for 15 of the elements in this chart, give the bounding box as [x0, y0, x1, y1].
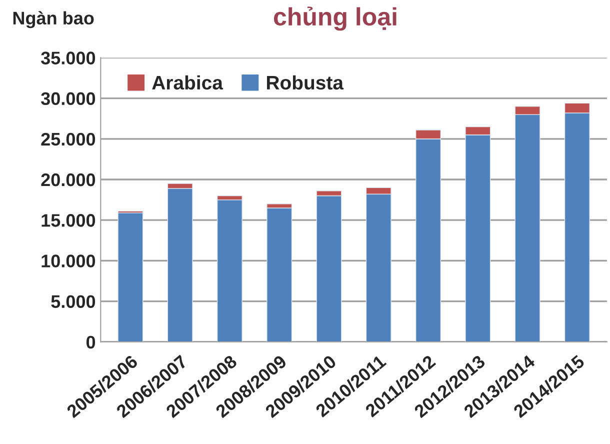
y-tick-label: 5.000 [51, 295, 96, 308]
bar [266, 208, 292, 342]
y-tick-label: 30.000 [40, 92, 96, 106]
legend-label: Robusta [267, 75, 344, 90]
y-tick-label: 25.000 [41, 132, 96, 146]
y-tick-label: 0 [86, 336, 96, 349]
chart-title: chủng loại [274, 6, 396, 31]
y-tick-label: 15.000 [42, 214, 96, 227]
y-tick-label: 10.000 [42, 254, 96, 268]
bar [216, 199, 242, 342]
y-tick-label: 35.000 [40, 52, 96, 64]
bar [118, 212, 144, 342]
y-axis-title: Ngàn bao [13, 11, 94, 28]
y-tick-label: 20.000 [41, 173, 96, 186]
legend-label: Arabica [152, 75, 224, 90]
